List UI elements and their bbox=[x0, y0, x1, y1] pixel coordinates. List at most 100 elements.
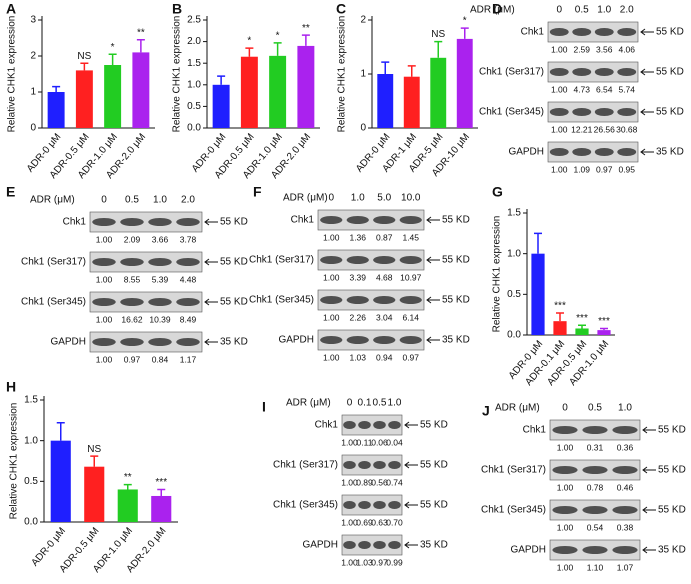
band bbox=[572, 108, 592, 116]
panel-letter: A bbox=[6, 1, 16, 17]
quantification: 26.56 bbox=[594, 124, 616, 134]
row-name: Chk1 (Ser317) bbox=[479, 67, 544, 78]
band bbox=[549, 108, 569, 116]
panel-letter: F bbox=[253, 184, 262, 200]
bar bbox=[75, 70, 93, 128]
lane-label: 1.0 bbox=[618, 403, 632, 414]
band bbox=[549, 68, 569, 76]
band bbox=[612, 506, 638, 514]
panel-letter: D bbox=[492, 1, 502, 17]
error-bar bbox=[123, 483, 132, 490]
blot-header: ADR (μM) bbox=[286, 398, 331, 409]
quantification: 1.00 bbox=[557, 562, 574, 572]
quantification: 0.38 bbox=[617, 522, 634, 532]
quantification: 2.09 bbox=[124, 234, 141, 244]
bar bbox=[575, 328, 589, 335]
band bbox=[120, 338, 144, 346]
blot-strip bbox=[547, 141, 639, 163]
size-label: 55 KD bbox=[656, 67, 684, 78]
y-tick-label: 2 bbox=[360, 15, 366, 26]
size-label: 55 KD bbox=[420, 420, 448, 431]
quantification: 1.00 bbox=[341, 477, 358, 487]
y-tick-label: 1 bbox=[360, 69, 366, 80]
band bbox=[176, 298, 200, 306]
band bbox=[358, 421, 371, 429]
y-axis-title: Relative CHK1 expression bbox=[337, 16, 348, 133]
quantification: 1.45 bbox=[402, 232, 419, 242]
lane-label: 0 bbox=[347, 398, 353, 409]
size-label: 55 KD bbox=[658, 425, 686, 436]
band bbox=[594, 68, 614, 76]
band bbox=[320, 296, 343, 304]
quantification: 0.04 bbox=[386, 437, 403, 447]
band bbox=[399, 216, 422, 224]
quantification: 0.74 bbox=[386, 477, 403, 487]
row-name: Chk1 (Ser345) bbox=[479, 107, 544, 118]
quantification: 0.95 bbox=[618, 164, 635, 174]
row-name: Chk1 bbox=[315, 420, 339, 431]
error-bar bbox=[52, 85, 61, 92]
band bbox=[92, 298, 116, 306]
arrow bbox=[204, 218, 218, 226]
band bbox=[358, 541, 371, 549]
y-tick-label: 1.5 bbox=[507, 208, 521, 219]
band bbox=[346, 256, 369, 264]
bar bbox=[597, 330, 611, 335]
quantification: 0.99 bbox=[386, 557, 403, 567]
y-tick-label: 1.0 bbox=[507, 248, 521, 259]
band bbox=[594, 108, 614, 116]
lane-label: 10.0 bbox=[401, 193, 421, 204]
lane-label: 0.5 bbox=[575, 5, 589, 16]
size-label: 55 KD bbox=[220, 297, 248, 308]
bar bbox=[531, 253, 545, 335]
bar bbox=[553, 321, 567, 335]
significance: * bbox=[463, 16, 467, 27]
panel-letter: I bbox=[262, 399, 266, 415]
band bbox=[612, 426, 638, 434]
row-name: Chk1 (Ser345) bbox=[249, 295, 314, 306]
y-axis-title: Relative CHK1 expression bbox=[172, 16, 183, 133]
band bbox=[388, 541, 401, 549]
quantification: 10.39 bbox=[149, 314, 171, 324]
error-bar bbox=[600, 327, 608, 331]
quantification: 0.31 bbox=[587, 442, 604, 452]
y-tick-label: 1 bbox=[30, 87, 36, 98]
quantification: 1.07 bbox=[617, 562, 634, 572]
lane-label: 5.0 bbox=[377, 193, 391, 204]
band bbox=[552, 546, 578, 554]
quantification: 12.21 bbox=[571, 124, 593, 134]
bar bbox=[104, 65, 122, 128]
y-tick-label: 0.5 bbox=[24, 476, 38, 487]
band bbox=[92, 218, 116, 226]
lane-label: 1.0 bbox=[153, 195, 167, 206]
y-tick-label: 1.5 bbox=[187, 58, 201, 69]
quantification: 6.14 bbox=[402, 312, 419, 322]
blot-strip bbox=[341, 414, 403, 436]
panel-letter: B bbox=[172, 1, 182, 17]
band bbox=[176, 338, 200, 346]
blot-strip bbox=[341, 534, 403, 556]
lane-label: 2.0 bbox=[620, 5, 634, 16]
quantification: 4.48 bbox=[180, 274, 197, 284]
blot-strip bbox=[317, 329, 425, 351]
row-name: Chk1 (Ser345) bbox=[21, 297, 86, 308]
blot-strip bbox=[317, 209, 425, 231]
blot-header: ADR (μM) bbox=[283, 193, 328, 204]
quantification: 0.54 bbox=[587, 522, 604, 532]
quantification: 0.87 bbox=[376, 232, 393, 242]
band bbox=[373, 541, 386, 549]
blot-strip bbox=[547, 21, 639, 43]
bar bbox=[430, 57, 447, 128]
quantification: 1.00 bbox=[557, 522, 574, 532]
panel-letter: E bbox=[6, 184, 15, 200]
arrow bbox=[426, 336, 440, 344]
band bbox=[176, 258, 200, 266]
error-bar bbox=[136, 39, 145, 53]
band bbox=[552, 426, 578, 434]
quantification: 1.00 bbox=[557, 482, 574, 492]
arrow bbox=[426, 256, 440, 264]
band bbox=[612, 546, 638, 554]
y-tick-label: 2.0 bbox=[187, 36, 201, 47]
band bbox=[399, 336, 422, 344]
